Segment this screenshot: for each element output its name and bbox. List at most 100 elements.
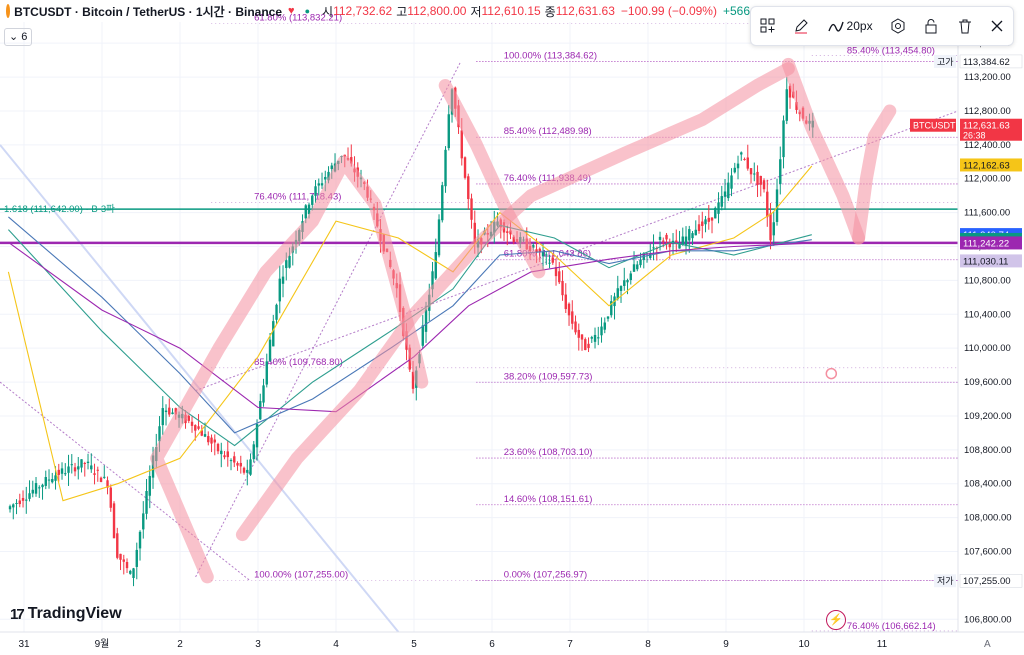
candle bbox=[740, 151, 743, 161]
badge-tag-label: 저가 bbox=[937, 576, 954, 586]
candle-body bbox=[145, 490, 148, 514]
candle bbox=[67, 454, 70, 486]
candle-body bbox=[171, 412, 174, 415]
candle-body bbox=[720, 196, 723, 207]
chevron-down-icon: ⌄ bbox=[9, 31, 22, 43]
candle bbox=[168, 398, 171, 417]
candle-body bbox=[554, 267, 558, 277]
candle bbox=[571, 300, 574, 330]
close-label: 종 bbox=[544, 4, 556, 19]
candle bbox=[600, 317, 603, 343]
candle bbox=[12, 503, 15, 520]
candle-body bbox=[96, 469, 99, 471]
time-axis: 31 9월 2 3 4 5 6 7 8 9 10 11 bbox=[18, 638, 887, 650]
candle-body bbox=[226, 451, 229, 458]
candle-body bbox=[662, 240, 665, 242]
auto-scale-button[interactable]: A bbox=[984, 639, 991, 650]
candle-body bbox=[701, 221, 704, 226]
candle bbox=[541, 243, 545, 270]
candle bbox=[255, 419, 259, 461]
indicator-count[interactable]: ⌄ 6 bbox=[4, 28, 33, 46]
candle bbox=[93, 463, 96, 485]
candle-body bbox=[190, 421, 194, 426]
candle-body bbox=[207, 436, 210, 443]
candle-body bbox=[795, 101, 798, 110]
fib-level-label: 38.20% (109,597.73) bbox=[504, 371, 593, 382]
candle-body bbox=[506, 231, 509, 233]
pencil-icon[interactable] bbox=[793, 18, 809, 34]
line-style-button[interactable]: 20px bbox=[827, 18, 873, 34]
candle bbox=[444, 146, 447, 193]
candle bbox=[723, 179, 727, 210]
candle-body bbox=[317, 183, 320, 186]
candle-body bbox=[541, 252, 545, 257]
candle bbox=[145, 478, 148, 520]
candle-body bbox=[86, 461, 90, 464]
fib-right-label: 76.40% (106,662.14) bbox=[847, 621, 936, 632]
trash-icon[interactable] bbox=[957, 18, 973, 34]
low-value: 112,610.15 bbox=[481, 4, 541, 18]
fib-level-label: 0.00% (107,256.97) bbox=[504, 570, 587, 581]
time-tick-label: 11 bbox=[877, 639, 888, 650]
grid-plus-icon[interactable] bbox=[760, 18, 776, 34]
countdown-label: 26:38 bbox=[963, 131, 986, 141]
candle-body bbox=[600, 326, 603, 336]
candle-body bbox=[142, 513, 145, 530]
candle-body bbox=[538, 248, 541, 253]
price-badge-value: 111,242.22 bbox=[963, 238, 1009, 249]
candle bbox=[652, 234, 655, 261]
candle bbox=[8, 504, 12, 513]
candle-body bbox=[311, 195, 314, 205]
symbol-title[interactable]: BTCUSDT · Bitcoin / TetherUS · 1시간 · Bin… bbox=[14, 4, 283, 19]
candle bbox=[233, 451, 236, 468]
candle-body bbox=[730, 175, 733, 189]
price-badge-bg bbox=[960, 158, 1022, 172]
candle-body bbox=[255, 423, 259, 448]
candle-body bbox=[447, 114, 450, 149]
lock-icon[interactable] bbox=[923, 18, 939, 34]
candle bbox=[577, 323, 580, 351]
candle-body bbox=[233, 456, 236, 463]
candle bbox=[434, 238, 437, 281]
candle-body bbox=[411, 371, 415, 389]
line-size-label: 20px bbox=[846, 19, 873, 33]
tradingview-logo[interactable]: 17 TradingView bbox=[10, 605, 122, 623]
candle-body bbox=[704, 219, 707, 225]
candle bbox=[785, 77, 788, 125]
candle-body bbox=[629, 273, 632, 281]
candle bbox=[437, 214, 441, 258]
candle bbox=[561, 270, 564, 301]
settings-icon[interactable] bbox=[890, 18, 906, 34]
candle bbox=[80, 459, 83, 473]
candle bbox=[216, 442, 220, 455]
candle bbox=[727, 172, 730, 202]
time-tick-label: 5 bbox=[411, 639, 417, 650]
candle bbox=[567, 302, 571, 326]
candle bbox=[122, 554, 125, 575]
candle bbox=[691, 231, 694, 246]
change-value: −100.99 (−0.09%) bbox=[620, 4, 717, 18]
candle-body bbox=[83, 463, 86, 465]
candle bbox=[213, 434, 216, 456]
candle-body bbox=[324, 176, 327, 180]
indicator-toggle[interactable]: ⌄ 6 bbox=[4, 28, 33, 46]
candle-body bbox=[112, 503, 116, 539]
candle-body bbox=[603, 322, 606, 330]
candle bbox=[584, 337, 587, 351]
candle bbox=[142, 501, 145, 539]
price-tick-label: 110,400.00 bbox=[964, 309, 1011, 320]
price-badge: 111,030.11 bbox=[960, 254, 1022, 268]
candle bbox=[239, 455, 242, 474]
candle-body bbox=[236, 463, 239, 466]
heart-icon[interactable]: ♥ bbox=[288, 5, 295, 17]
close-icon[interactable] bbox=[990, 19, 1004, 33]
candle-body bbox=[740, 152, 743, 155]
candle bbox=[441, 181, 444, 223]
candle-body bbox=[434, 252, 437, 279]
price-badge: 113,384.62 고가 bbox=[934, 54, 1023, 69]
candle-body bbox=[151, 455, 155, 478]
candle bbox=[551, 253, 554, 265]
lightning-icon[interactable]: ⚡ bbox=[826, 610, 846, 630]
candle bbox=[252, 441, 255, 463]
